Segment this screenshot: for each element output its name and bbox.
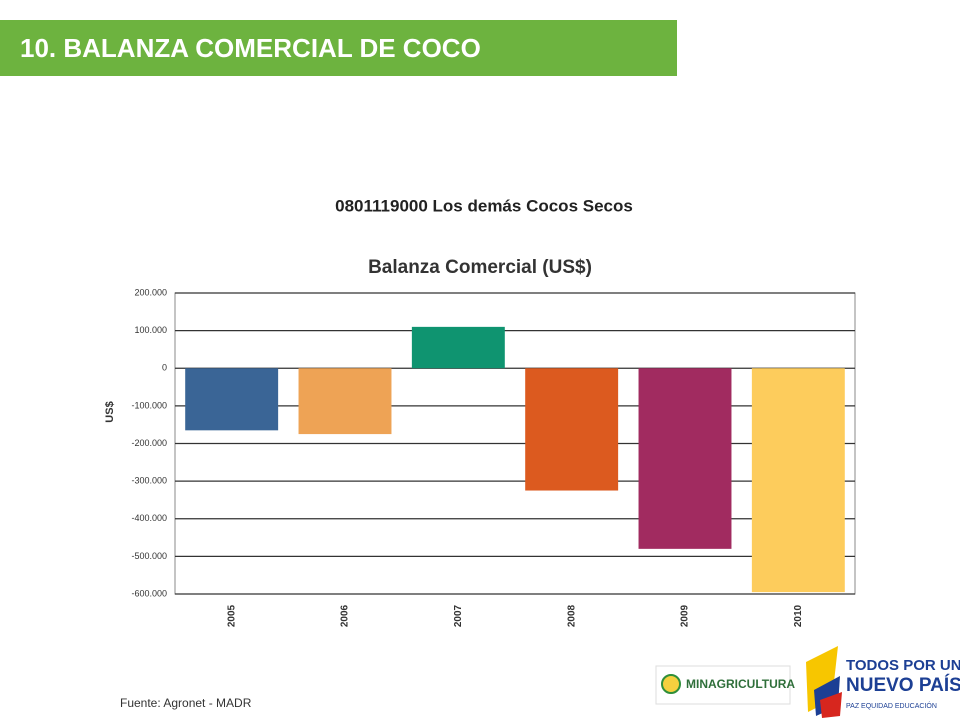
bar xyxy=(638,368,732,549)
y-tick-label: -300.000 xyxy=(131,476,167,486)
y-tick-label: -400.000 xyxy=(131,513,167,523)
header-title: 10. BALANZA COMERCIAL DE COCO xyxy=(20,33,481,63)
y-tick-label: -600.000 xyxy=(131,588,167,598)
bar xyxy=(185,368,279,431)
x-tick-label: 2005 xyxy=(226,604,237,627)
y-axis-label: US$ xyxy=(104,401,116,422)
y-tick-label: 100.000 xyxy=(134,325,167,335)
bar xyxy=(411,326,505,369)
logo-line2: NUEVO PAÍS xyxy=(846,674,960,696)
chart-title: Balanza Comercial (US$) xyxy=(368,257,592,278)
y-tick-label: -500.000 xyxy=(131,551,167,561)
x-tick-label: 2008 xyxy=(566,604,577,627)
x-tick-label: 2007 xyxy=(453,604,464,627)
source: Fuente: Agronet - MADR xyxy=(120,696,252,710)
y-tick-label: 0 xyxy=(162,363,167,373)
logo-country: TODOS POR UN NUEVO PAÍS PAZ EQUIDAD EDUC… xyxy=(806,646,960,718)
logo-ministry: MINAGRICULTURA xyxy=(655,665,795,705)
y-tick-label: -200.000 xyxy=(131,438,167,448)
x-tick-label: 2006 xyxy=(340,604,351,627)
header-bar xyxy=(0,20,677,76)
y-tick-label: -100.000 xyxy=(131,400,167,410)
x-tick-label: 2009 xyxy=(680,604,691,627)
x-tick-label: 2010 xyxy=(793,604,804,627)
logo-ministry-text: MINAGRICULTURA xyxy=(686,677,795,691)
logo-line3: PAZ EQUIDAD EDUCACIÓN xyxy=(846,701,937,710)
bar xyxy=(298,368,392,435)
logo-line1: TODOS POR UN xyxy=(846,657,960,674)
bar xyxy=(525,368,619,491)
bar xyxy=(751,368,845,593)
y-tick-label: 200.000 xyxy=(134,287,167,297)
chart-subtitle: 0801119000 Los demás Cocos Secos xyxy=(335,196,633,215)
